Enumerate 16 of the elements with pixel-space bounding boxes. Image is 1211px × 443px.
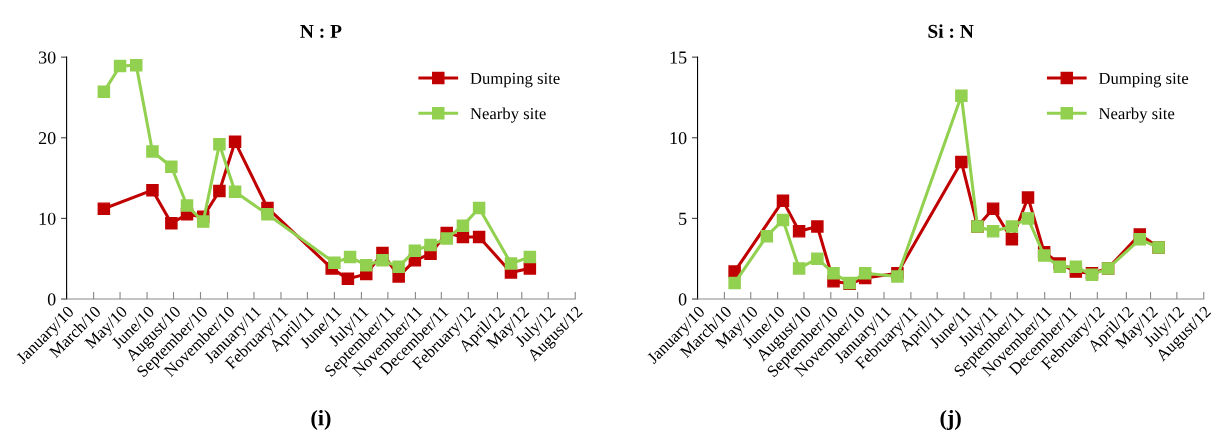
text: (i) bbox=[311, 409, 331, 431]
y-tick-label: 20 bbox=[38, 132, 56, 145]
y-tick-label: 0 bbox=[678, 293, 687, 306]
legend-label: Nearby site bbox=[470, 107, 546, 123]
legend-label: Dumping site bbox=[1098, 72, 1189, 88]
y-tick-label: 15 bbox=[670, 51, 687, 64]
y-tick-label: 5 bbox=[679, 212, 687, 225]
chart-title: N : P bbox=[300, 24, 342, 38]
y-tick-label: 10 bbox=[670, 132, 687, 145]
legend-label: Dumping site bbox=[470, 72, 560, 88]
y-tick-label: 30 bbox=[39, 51, 56, 64]
y-tick-label: 0 bbox=[47, 293, 56, 306]
text: (j) bbox=[940, 409, 961, 431]
legend-label: Nearby site bbox=[1098, 107, 1175, 123]
chart-title: Si : N bbox=[928, 24, 974, 38]
y-tick-label: 10 bbox=[39, 212, 56, 225]
